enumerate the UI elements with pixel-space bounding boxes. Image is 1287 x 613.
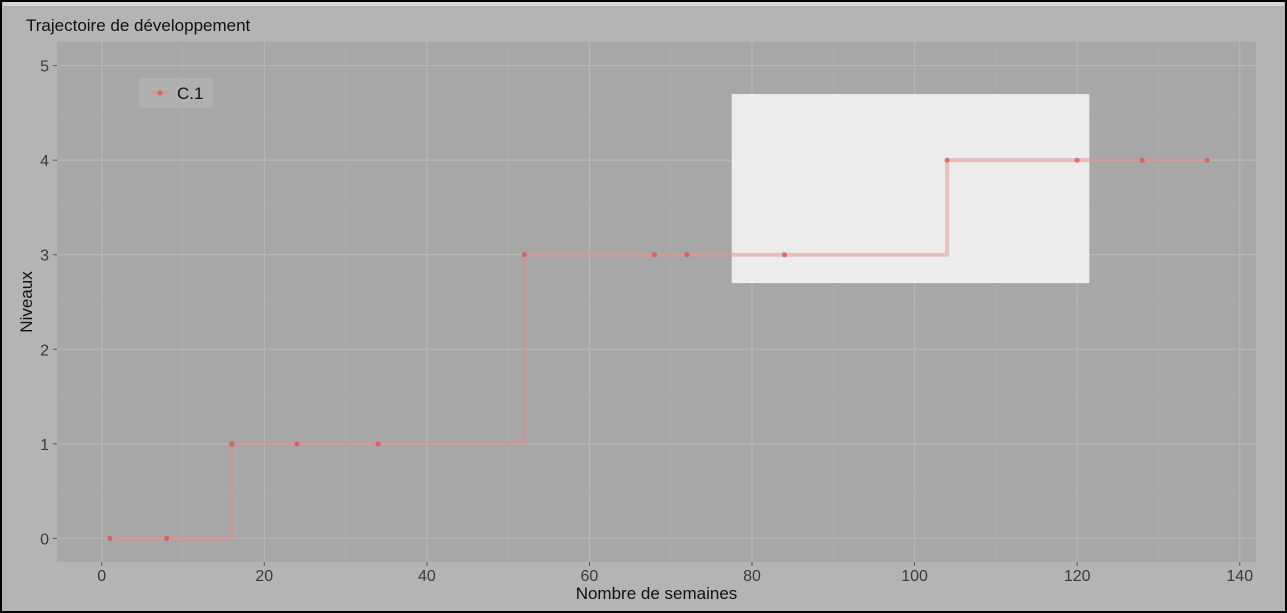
y-tick-label: 0 (40, 531, 49, 548)
x-tick-label: 60 (581, 568, 599, 585)
x-tick-label: 100 (901, 568, 928, 585)
series-line-C.1 (109, 158, 1208, 541)
data-point (684, 252, 690, 258)
x-tick-label: 80 (743, 568, 761, 585)
y-tick-label: 5 (40, 59, 49, 76)
top-strip (3, 2, 1284, 6)
data-point (164, 535, 170, 541)
data-point (229, 441, 235, 447)
data-point (1139, 157, 1145, 163)
data-point (1204, 157, 1210, 163)
x-tick-label: 40 (418, 568, 436, 585)
x-axis-title: Nombre de semaines (576, 584, 738, 603)
axis-labels: 0 20 40 60 80 100 120 140 0 1 2 3 4 5 (40, 59, 1253, 585)
legend-key-point (157, 90, 163, 96)
data-point (294, 441, 300, 447)
x-tick-label: 20 (255, 568, 273, 585)
x-tick-label: 0 (97, 568, 106, 585)
y-tick-label: 4 (40, 153, 49, 170)
legend: C.1 (139, 78, 213, 108)
data-point (781, 252, 788, 258)
y-axis-title: Niveaux (17, 271, 36, 333)
data-point (1074, 157, 1080, 163)
data-point (944, 157, 950, 163)
data-point (107, 535, 113, 541)
legend-label: C.1 (177, 84, 203, 103)
data-point (521, 252, 528, 258)
y-tick-label: 2 (40, 342, 49, 359)
highlight-region (731, 94, 1090, 284)
data-point (375, 441, 381, 447)
legend-box (139, 78, 213, 108)
data-point (651, 252, 658, 258)
series-layer (107, 157, 1210, 541)
x-tick-label: 140 (1226, 568, 1253, 585)
y-tick-label: 3 (40, 248, 49, 265)
chart-title: Trajectoire de développement (26, 16, 251, 35)
y-tick-label: 1 (40, 437, 49, 454)
x-tick-label: 120 (1064, 568, 1091, 585)
